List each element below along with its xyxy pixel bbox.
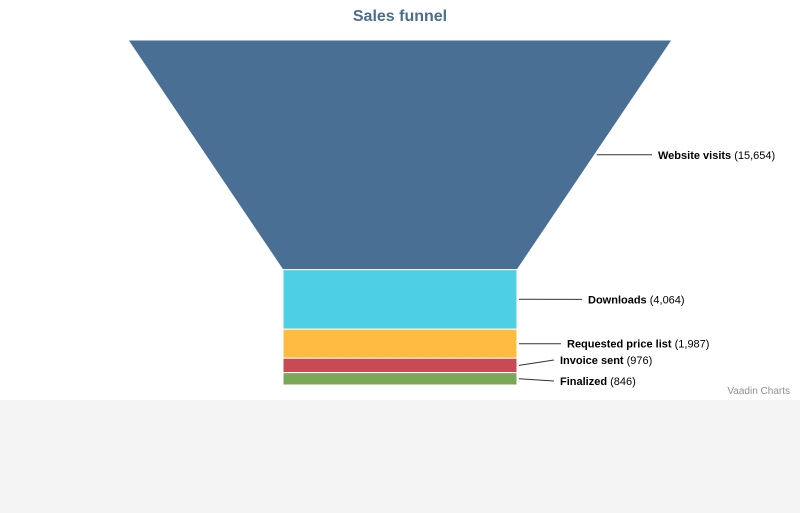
funnel-segment-website-visits[interactable] [127, 39, 673, 271]
connector-line-finalized [518, 378, 555, 382]
funnel-chart: Website visits (15,654) Downloads (4,064)… [127, 39, 775, 388]
data-label-name: Website visits [658, 150, 731, 162]
data-label-value: (976) [624, 355, 653, 367]
data-label-requested-price-list: Requested price list (1,987) [567, 339, 709, 351]
data-label-name: Requested price list [567, 339, 672, 351]
funnel-segment-downloads[interactable] [281, 269, 519, 330]
funnel-segment-invoice-sent[interactable] [282, 357, 518, 374]
data-label-value: (1,987) [672, 339, 710, 351]
data-label-downloads: Downloads (4,064) [588, 294, 685, 306]
funnel-segment-finalized[interactable] [282, 372, 518, 386]
data-label-value: (4,064) [647, 294, 685, 306]
data-label-name: Downloads [588, 294, 647, 306]
connector-line-invoice-sent [518, 359, 555, 366]
data-label-name: Finalized [560, 376, 607, 388]
chart-title: Sales funnel [352, 8, 448, 25]
data-label-invoice-sent: Invoice sent (976) [560, 355, 652, 367]
data-label-finalized: Finalized (846) [560, 376, 636, 388]
data-label-website-visits: Website visits (15,654) [658, 150, 775, 162]
data-label-value: (15,654) [731, 150, 775, 162]
credits-link[interactable]: Vaadin Charts [727, 386, 790, 397]
funnel-segment-requested-price-list[interactable] [282, 328, 518, 359]
page-background [0, 400, 800, 513]
data-label-name: Invoice sent [560, 355, 624, 367]
data-label-value: (846) [607, 376, 636, 388]
chart-container: Sales funnel Website visits (15,654) Down… [0, 0, 800, 400]
